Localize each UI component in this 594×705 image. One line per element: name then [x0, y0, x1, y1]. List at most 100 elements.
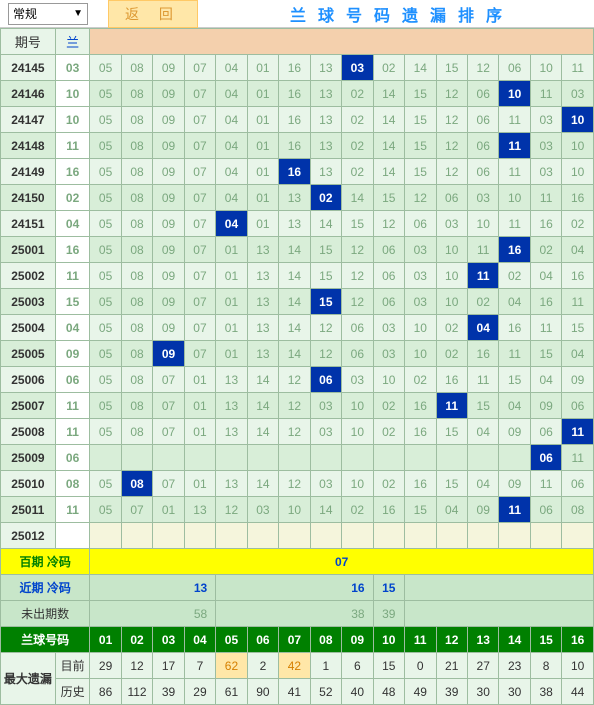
- grid-cell: [467, 523, 498, 549]
- max-miss-current-row: 最大遗漏 目前 29 12 17 7 62 2 42 1 6 15 0 21 2…: [1, 653, 594, 679]
- grid-cell: 01: [153, 497, 184, 523]
- bh-06: 06: [247, 627, 278, 653]
- grid-cell: 05: [90, 341, 121, 367]
- grid-cell: [247, 523, 278, 549]
- grid-cell: 11: [499, 159, 530, 185]
- grid-cell: 09: [562, 367, 594, 393]
- grid-cell: 14: [279, 341, 310, 367]
- grid-cell: 14: [247, 367, 278, 393]
- grid-cell: 15: [342, 211, 373, 237]
- data-row: 250071105080701131412031002161115040906: [1, 393, 594, 419]
- grid-cell: 09: [153, 81, 184, 107]
- grid-cell: 09: [153, 263, 184, 289]
- grid-cell: 08: [121, 367, 152, 393]
- grid-cell: [216, 523, 247, 549]
- recent-cold-v1: 13: [90, 575, 216, 601]
- grid-cell: 01: [216, 341, 247, 367]
- grid-cell: [279, 523, 310, 549]
- grid-cell: 06: [342, 315, 373, 341]
- header-band: [90, 29, 594, 55]
- grid-cell: [342, 445, 373, 471]
- grid-cell: 06: [467, 159, 498, 185]
- grid-cell: 11: [530, 315, 561, 341]
- grid-cell: 05: [90, 159, 121, 185]
- grid-cell: 06: [499, 55, 530, 81]
- grid-cell: 02: [342, 133, 373, 159]
- hundred-cold-val: 07: [90, 549, 594, 575]
- page-title: 兰球号码遗漏排序: [210, 2, 594, 26]
- blue-cell: 10: [55, 81, 90, 107]
- grid-cell: 06: [530, 419, 561, 445]
- grid-cell: 10: [373, 367, 404, 393]
- grid-cell: [562, 523, 594, 549]
- blue-cell: 11: [55, 263, 90, 289]
- grid-cell: 13: [247, 315, 278, 341]
- grid-cell: [499, 523, 530, 549]
- grid-cell: 03: [467, 185, 498, 211]
- grid-cell: 15: [405, 497, 436, 523]
- grid-cell: 10: [562, 159, 594, 185]
- grid-cell: 09: [153, 185, 184, 211]
- grid-cell: 11: [530, 185, 561, 211]
- grid-cell: 12: [342, 263, 373, 289]
- period-cell: 25005: [1, 341, 56, 367]
- data-row: 250111105070113120310140216150409110608: [1, 497, 594, 523]
- grid-cell: 01: [247, 81, 278, 107]
- grid-cell: 03: [562, 81, 594, 107]
- grid-cell: 01: [216, 263, 247, 289]
- blue-cell: 06: [55, 445, 90, 471]
- grid-cell: 10: [436, 237, 467, 263]
- grid-cell: 14: [373, 81, 404, 107]
- bh-12: 12: [436, 627, 467, 653]
- period-cell: 24145: [1, 55, 56, 81]
- grid-cell: 14: [279, 237, 310, 263]
- grid-cell: 08: [121, 185, 152, 211]
- grid-cell: 10: [342, 419, 373, 445]
- period-cell: 24148: [1, 133, 56, 159]
- grid-cell: 08: [121, 315, 152, 341]
- return-button[interactable]: 返 回: [108, 0, 198, 28]
- grid-cell: 04: [436, 497, 467, 523]
- grid-cell: 01: [216, 289, 247, 315]
- blue-cell: 16: [55, 159, 90, 185]
- grid-cell: 10: [499, 81, 530, 107]
- grid-cell: 11: [436, 393, 467, 419]
- grid-cell: 14: [247, 419, 278, 445]
- grid-cell: 07: [184, 55, 215, 81]
- grid-cell: [310, 523, 341, 549]
- grid-cell: 15: [310, 263, 341, 289]
- grid-cell: 16: [279, 55, 310, 81]
- grid-cell: 05: [90, 315, 121, 341]
- cur-10: 15: [373, 653, 404, 679]
- bh-15: 15: [530, 627, 561, 653]
- his-06: 90: [247, 679, 278, 705]
- grid-cell: 09: [153, 133, 184, 159]
- mode-dropdown[interactable]: 常规: [8, 3, 88, 25]
- grid-cell: 14: [247, 471, 278, 497]
- his-12: 39: [436, 679, 467, 705]
- grid-cell: 01: [247, 211, 278, 237]
- grid-cell: 16: [405, 419, 436, 445]
- grid-cell: 09: [153, 55, 184, 81]
- grid-cell: 14: [405, 55, 436, 81]
- grid-cell: 02: [373, 419, 404, 445]
- grid-cell: 06: [373, 263, 404, 289]
- grid-cell: 10: [499, 185, 530, 211]
- grid-cell: 04: [216, 81, 247, 107]
- grid-cell: 11: [562, 289, 594, 315]
- data-row: 241500205080907040113021415120603101116: [1, 185, 594, 211]
- grid-cell: 11: [467, 237, 498, 263]
- ball-number-header: 兰球号码 01 02 03 04 05 06 07 08 09 10 11 12…: [1, 627, 594, 653]
- data-row: 241491605080907040116130214151206110310: [1, 159, 594, 185]
- grid-cell: 05: [90, 289, 121, 315]
- bh-07: 07: [279, 627, 310, 653]
- period-cell: 25011: [1, 497, 56, 523]
- grid-cell: 15: [436, 55, 467, 81]
- his-08: 52: [310, 679, 341, 705]
- grid-cell: 07: [153, 471, 184, 497]
- his-16: 44: [562, 679, 594, 705]
- grid-cell: 03: [530, 107, 561, 133]
- grid-cell: 16: [436, 367, 467, 393]
- grid-cell: 16: [530, 211, 561, 237]
- grid-cell: 07: [184, 341, 215, 367]
